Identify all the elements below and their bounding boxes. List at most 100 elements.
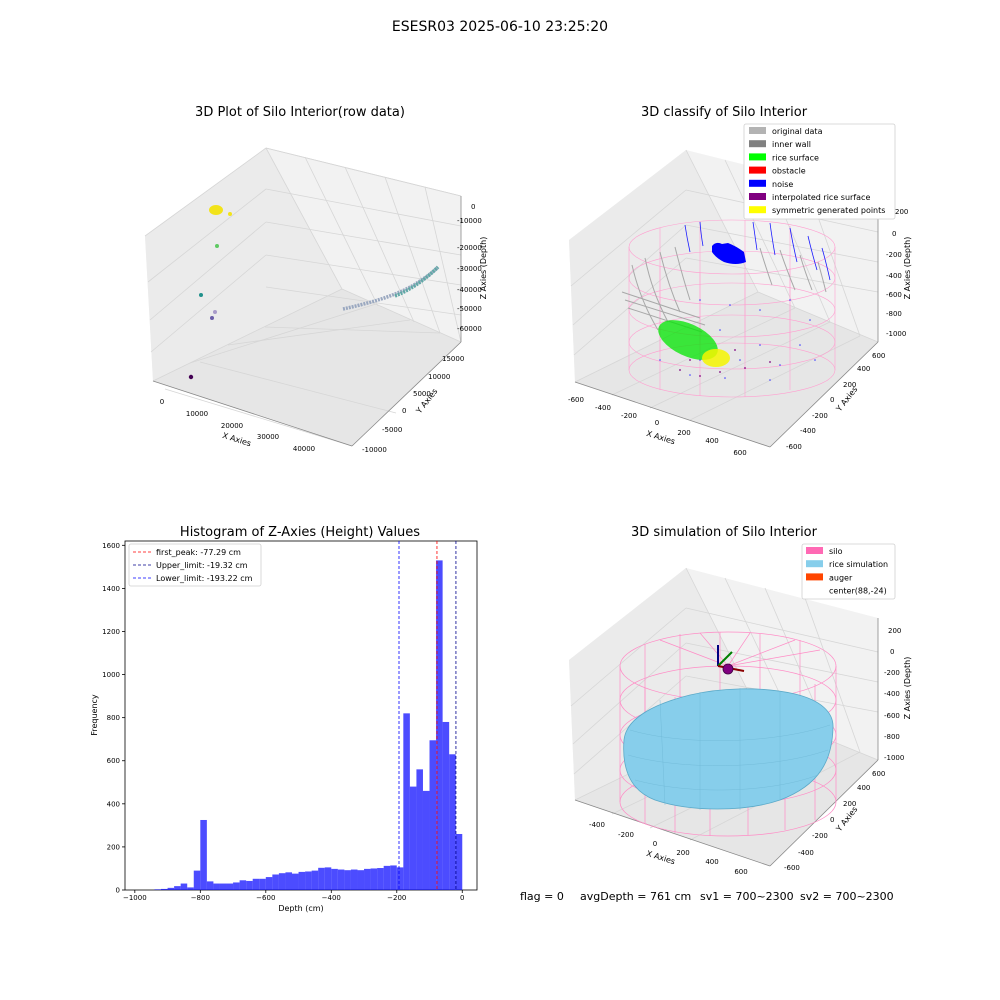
panel1-point [215,244,219,248]
hist-bar [331,868,338,890]
hist-ytick-label: 600 [107,757,120,765]
legend-label: obstacle [772,167,806,176]
panel4-rice-mesh [627,688,831,810]
footer-flag: flag = 0 [520,890,564,903]
panel4-xtick: 600 [734,868,747,876]
hist-xtick-label: 0 [460,894,464,902]
panel2-xtick: 400 [705,437,718,445]
panel2-xtick: -200 [621,412,637,420]
hist-legend-box [128,543,262,587]
legend-swatch [749,140,766,148]
hist-bar [403,713,410,890]
panel2-ztick: -200 [886,251,902,259]
hist-xtick-label: −200 [387,894,406,902]
panel2-ztick: 200 [895,208,908,216]
panel1-point [199,293,203,297]
panel1-ztick: -50000 [457,305,482,313]
panel-histogram: Histogram of Z-Axies (Height) Values −10… [90,525,478,913]
panel1-axes [152,196,462,447]
hist-bar [422,790,430,890]
panel4-axes [574,618,879,867]
hist-bar [187,887,194,890]
legend-swatch [749,193,766,200]
hist-bar [305,871,312,890]
hist-legend-label: Upper_limit: -19.32 cm [156,561,248,570]
hist-bar [377,868,384,890]
hist-bar [324,867,332,890]
panel4-xlabel: X Axies [645,849,676,866]
legend-swatch [749,179,766,187]
panel4-ztick: -800 [884,733,900,741]
hist-bar [390,865,397,890]
hist-bar [206,881,214,890]
panel4-ztick: 200 [888,627,901,635]
hist-bar [364,868,371,890]
legend-swatch [806,547,823,554]
panel2-title: 3D classify of Silo Interior [641,105,808,120]
legend-swatch [806,560,823,568]
panel4-ztick: -600 [884,712,900,720]
panel4-legend: silo rice simulation auger center(88,-24) [801,543,896,600]
panel1-point-cluster [209,205,223,215]
panel2-rice-surface [658,320,718,360]
panel1-point [228,212,232,216]
panel1-points [188,205,440,380]
hist-bar [311,870,319,890]
hist-xtick-label: −1000 [123,894,147,902]
panel1-xtick: 30000 [257,433,279,441]
hist-bar [455,833,463,890]
hist-ytick-label: 1200 [102,628,120,636]
hist-legend-label: Lower_limit: -193.22 cm [156,574,253,583]
hist-title: Histogram of Z-Axies (Height) Values [180,525,420,540]
hist-legend-label: first_peak: -77.29 cm [156,548,241,557]
hist-bar [161,888,168,890]
panel2-xtick: -600 [568,396,584,404]
hist-bar [357,870,365,890]
panel1-grid [144,147,462,447]
hist-bar [442,721,450,890]
panel2-ytick: 600 [872,352,885,360]
legend-label: silo [829,547,843,556]
panel4-ztick: 0 [890,648,894,656]
panel1-xtick: 10000 [186,410,208,418]
hist-bar [278,873,286,890]
panel4-xtick: 200 [676,849,689,857]
panel1-ytick: -10000 [362,446,387,454]
panel1-ytick: 10000 [428,373,450,381]
hist-bar [154,889,162,890]
hist-bar [436,560,443,890]
panel1-xtick: 0 [160,398,164,406]
panel1-pane-floor [153,289,461,446]
panel2-ytick: -200 [812,412,828,420]
legend-label: inner wall [772,140,811,149]
hist-ylabel: Frequency [90,694,99,736]
panel2-zlabel: Z Axies (Depth) [903,237,912,300]
panel1-ztick: -40000 [457,286,482,294]
footer-status: flag = 0 avgDepth = 761 cm sv1 = 700~230… [520,890,894,903]
hist-ytick-label: 1000 [102,671,120,679]
hist-bar [180,883,188,890]
panel1-point [213,310,217,314]
hist-bar [337,869,345,890]
panel4-legend-box [801,543,896,600]
panel4-xtick: 400 [705,858,718,866]
hist-xtick-label: −800 [191,894,210,902]
hist-bar [409,786,417,890]
legend-label: interpolated rice surface [772,193,870,202]
panel2-ylabel: Y Axies [834,385,860,414]
hist-bar [174,886,181,890]
hist-ytick-label: 1400 [102,585,120,593]
hist-vlines [398,541,457,890]
panel4-xtick: 0 [653,840,657,848]
panel1-zlabel: Z Axies (Depth) [479,237,488,300]
panel4-ytick: 600 [872,770,885,778]
hist-bar [265,877,273,890]
hist-bar [272,874,279,890]
panel2-ztick: -1000 [886,330,906,338]
hist-bar [350,869,358,890]
legend-swatch [749,166,766,174]
panel2-xtick: -400 [595,404,611,412]
legend-swatch [749,127,766,134]
footer-sv2: sv2 = 700~2300 [800,890,894,903]
hist-ytick-label: 200 [107,843,120,851]
